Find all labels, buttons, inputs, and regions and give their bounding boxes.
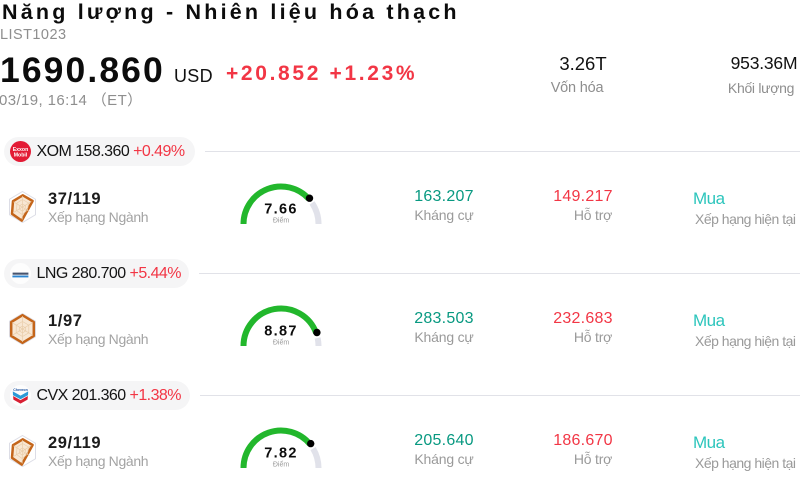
svg-text:Điểm: Điểm	[273, 217, 290, 225]
svg-text:8.87: 8.87	[264, 324, 297, 340]
svg-text:7.82: 7.82	[264, 446, 297, 462]
svg-text:Điểm: Điểm	[273, 339, 290, 347]
svg-text:Mobil: Mobil	[13, 152, 27, 158]
svg-text:Điểm: Điểm	[273, 461, 290, 469]
svg-text:Chevron: Chevron	[13, 388, 28, 392]
svg-text:7.66: 7.66	[264, 202, 297, 218]
svg-text:Exxon: Exxon	[12, 147, 28, 153]
